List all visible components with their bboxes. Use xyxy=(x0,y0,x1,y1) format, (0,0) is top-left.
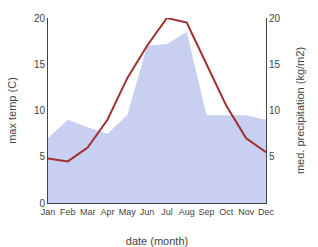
svg-text:May: May xyxy=(119,207,137,217)
svg-text:20: 20 xyxy=(269,13,281,24)
svg-text:Jul: Jul xyxy=(161,207,173,217)
svg-text:Apr: Apr xyxy=(100,207,114,217)
svg-text:date (month): date (month) xyxy=(126,235,188,247)
svg-text:Oct: Oct xyxy=(219,207,234,217)
svg-text:Sep: Sep xyxy=(199,207,215,217)
svg-text:20: 20 xyxy=(34,13,46,24)
svg-text:0: 0 xyxy=(39,198,45,209)
svg-text:med. precipitation (kg/m2): med. precipitation (kg/m2) xyxy=(294,47,306,174)
svg-text:5: 5 xyxy=(39,151,45,162)
svg-text:5: 5 xyxy=(269,151,275,162)
svg-text:Jun: Jun xyxy=(140,207,155,217)
svg-text:max temp (C): max temp (C) xyxy=(6,77,18,144)
svg-text:Jan: Jan xyxy=(41,207,56,217)
svg-text:Dec: Dec xyxy=(258,207,275,217)
svg-text:10: 10 xyxy=(34,105,46,116)
svg-text:Nov: Nov xyxy=(238,207,255,217)
svg-text:15: 15 xyxy=(269,59,281,70)
svg-text:10: 10 xyxy=(269,105,281,116)
svg-text:15: 15 xyxy=(34,59,46,70)
svg-text:Feb: Feb xyxy=(60,207,76,217)
svg-text:Aug: Aug xyxy=(179,207,195,217)
svg-text:Mar: Mar xyxy=(80,207,96,217)
